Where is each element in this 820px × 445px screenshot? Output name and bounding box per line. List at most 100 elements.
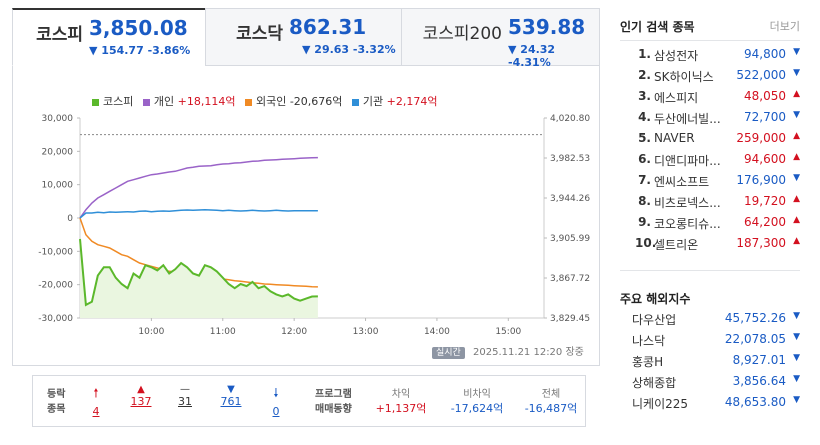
tab-name: 코스피200 [422, 24, 502, 44]
right-tick-label: 3,867.72 [550, 274, 590, 284]
market-summary: 등락 종목 🠕 4 ▲ 137 — 31 ▼ 761 🠗 0 프로그램 매매동향 차… [32, 375, 586, 427]
stock-name: 삼성전자 [654, 49, 699, 63]
stock-name: 두산에너빌... [654, 112, 721, 126]
popular-item[interactable]: 6. 디앤디파마... 94,600 ▲ [620, 152, 800, 173]
flat-dash-icon: — [180, 384, 190, 395]
index-name: 홍콩H [632, 355, 664, 369]
rank-number: 9. [638, 215, 651, 229]
overseas-index-item[interactable]: 다우산업 45,752.26 ▼ [620, 311, 800, 332]
tab-kospi[interactable]: 코스피 3,850.08 ▼ 154.77 -3.86% [12, 8, 206, 66]
stock-price: 522,000 [736, 68, 786, 82]
popular-title: 인기 검색 종목 [620, 20, 695, 34]
index-value: 45,752.26 [724, 311, 786, 325]
x-tick-label: 13:00 [353, 327, 379, 337]
down-triangle-icon: ▼ [793, 374, 800, 384]
right-tick-label: 4,020.80 [550, 114, 590, 124]
stock-name: NAVER [654, 131, 695, 145]
overseas-index-item[interactable]: 니케이225 48,653.80 ▼ [620, 395, 800, 416]
up-triangle-icon: ▲ [793, 236, 800, 246]
rank-number: 3. [638, 89, 651, 103]
down-triangle-icon: ▼ [793, 332, 800, 342]
left-tick-label: 30,000 [42, 114, 74, 124]
flat-col: — 31 [175, 384, 195, 408]
index-value: 3,856.64 [732, 374, 786, 388]
down-triangle-icon: ▼ [793, 395, 800, 405]
rank-number: 4. [638, 110, 651, 124]
popular-item[interactable]: 7. 엔씨소프트 176,900 ▼ [620, 173, 800, 194]
down-limit-icon: 🠗 [273, 386, 279, 400]
stock-price: 48,050 [744, 89, 786, 103]
up-triangle-icon: ▲ [793, 89, 800, 99]
divider [620, 40, 800, 41]
down-limit-count[interactable]: 0 [272, 405, 280, 418]
series-line-kospi [79, 238, 318, 307]
tab-change: ▼ 154.77 -3.86% [89, 44, 191, 57]
arbitrage: 차익 +1,137억 [375, 389, 427, 415]
flat-count[interactable]: 31 [178, 395, 192, 408]
index-name: 니케이225 [632, 397, 689, 411]
right-tick-label: 3,944.26 [550, 194, 590, 204]
up-count[interactable]: 137 [130, 395, 152, 408]
popular-item[interactable]: 8. 비츠로넥스... 19,720 ▲ [620, 194, 800, 215]
rank-number: 8. [638, 194, 651, 208]
index-value: 48,653.80 [724, 395, 786, 409]
rank-number: 1. [638, 47, 651, 61]
up-limit-count[interactable]: 4 [92, 405, 100, 418]
x-tick-label: 12:00 [281, 327, 307, 337]
divider [620, 270, 800, 271]
left-tick-label: 20,000 [42, 147, 74, 157]
popular-item[interactable]: 10. 셀트리온 187,300 ▲ [620, 236, 800, 257]
x-tick-label: 15:00 [495, 327, 521, 337]
popular-item[interactable]: 9. 코오롱티슈... 64,200 ▲ [620, 215, 800, 236]
legend-foreign: 외국인 -20,676억 [244, 95, 342, 108]
popular-item[interactable]: 1. 삼성전자 94,800 ▼ [620, 47, 800, 68]
tab-value: 539.88 [508, 15, 586, 39]
stock-name: 셀트리온 [654, 238, 699, 252]
more-link[interactable]: 더보기 [769, 20, 800, 33]
tab-value: 3,850.08 [89, 16, 188, 40]
index-tabs: 코스피 3,850.08 ▼ 154.77 -3.86% 코스닥 862.31 … [0, 8, 600, 69]
popular-item[interactable]: 3. 에스피지 48,050 ▲ [620, 89, 800, 110]
side-panel: 인기 검색 종목 더보기 1. 삼성전자 94,800 ▼ 2. SK하이닉스 522,00… [620, 18, 806, 411]
down-triangle-icon: ▼ [793, 110, 800, 120]
rank-number: 2. [638, 68, 651, 82]
left-tick-label: -20,000 [38, 281, 73, 291]
tab-change: ▼ 29.63 -3.32% [302, 43, 396, 56]
down-count[interactable]: 761 [220, 395, 242, 408]
stock-price: 64,200 [744, 215, 786, 229]
overseas-index-item[interactable]: 홍콩H 8,927.01 ▼ [620, 353, 800, 374]
up-triangle-icon: ▲ [793, 215, 800, 225]
stock-name: 디앤디파마... [654, 154, 721, 168]
rise-fall-heading: 등락 종목 [47, 389, 66, 415]
index-name: 다우산업 [632, 313, 677, 327]
up-triangle-icon: ▲ [793, 152, 800, 162]
rank-number: 6. [638, 152, 651, 166]
tab-kospi200[interactable]: 코스피200 539.88 ▼ 24.32 -4.31% [401, 8, 600, 69]
up-limit-icon: 🠕 [93, 386, 99, 400]
popular-item[interactable]: 5. NAVER 259,000 ▲ [620, 131, 800, 152]
popular-item[interactable]: 4. 두산에너빌... 72,700 ▼ [620, 110, 800, 131]
legend-kospi: 코스피 [92, 95, 133, 108]
overseas-index-item[interactable]: 상해종합 3,856.64 ▼ [620, 374, 800, 395]
stock-price: 259,000 [736, 131, 786, 145]
up-triangle-icon: ▲ [793, 131, 800, 141]
program-total: 전체 -16,487억 [524, 389, 578, 415]
status-bar: 실시간 2025.11.21 12:20 장중 [432, 343, 584, 359]
left-tick-label: 0 [67, 214, 73, 224]
stock-name: 에스피지 [654, 91, 699, 105]
stock-price: 19,720 [744, 194, 786, 208]
index-name: 상해종합 [632, 376, 677, 390]
stock-price: 187,300 [736, 236, 786, 250]
down-triangle-icon: ▼ [793, 47, 800, 57]
stock-name: 엔씨소프트 [654, 175, 710, 189]
popular-item[interactable]: 2. SK하이닉스 522,000 ▼ [620, 68, 800, 89]
non-arbitrage: 비차익 -17,624억 [450, 389, 504, 415]
stock-name: 비츠로넥스... [654, 196, 721, 210]
legend-institution: 기관 +2,174억 [351, 95, 438, 108]
status-datetime: 2025.11.21 12:20 [473, 347, 563, 358]
tab-name: 코스피 [36, 25, 83, 45]
overseas-index-item[interactable]: 나스닥 22,078.05 ▼ [620, 332, 800, 353]
tab-kosdaq[interactable]: 코스닥 862.31 ▼ 29.63 -3.32% [205, 8, 402, 66]
down-triangle-icon: ▼ [793, 173, 800, 183]
down-limit-col: 🠗 0 [269, 384, 283, 418]
